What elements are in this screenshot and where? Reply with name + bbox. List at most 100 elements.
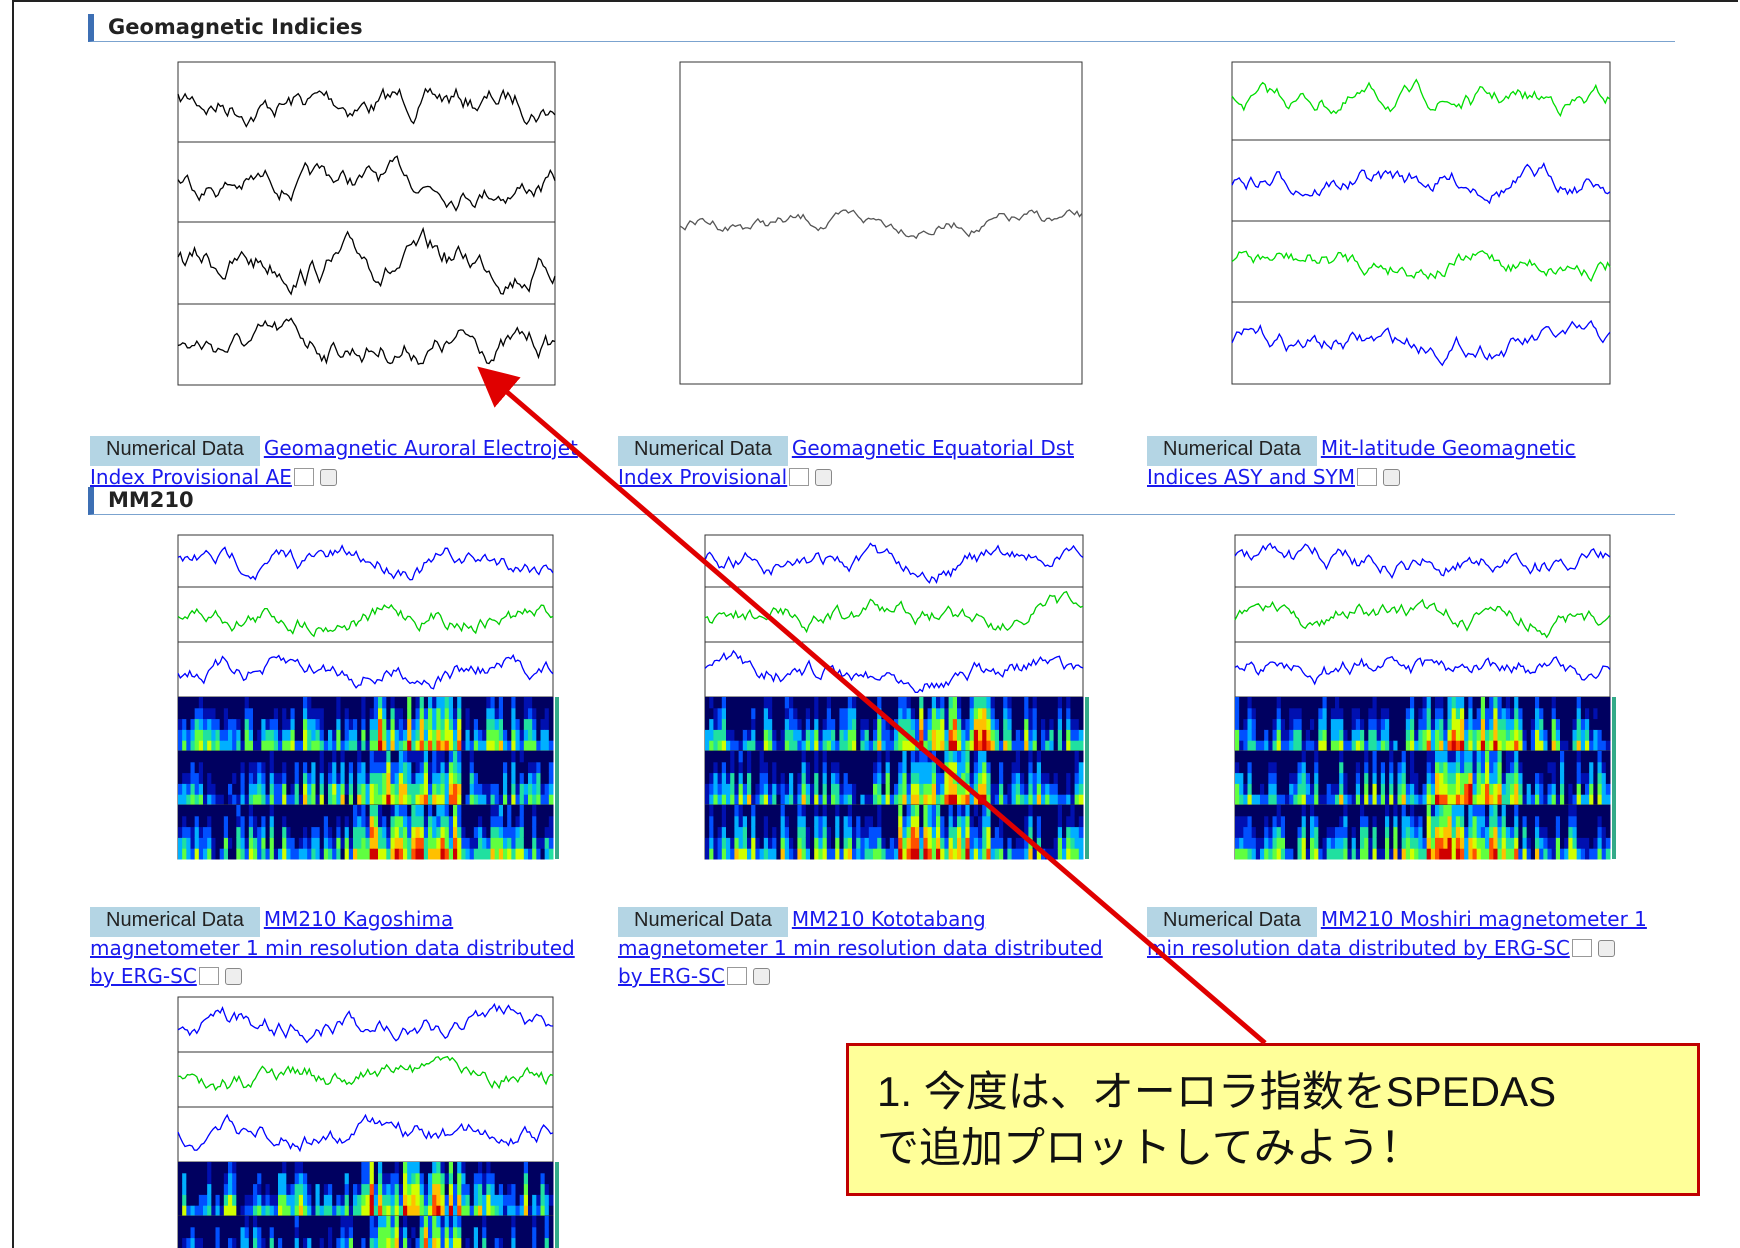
spectrogram-cell: [801, 697, 807, 709]
spectrogram-cell: [747, 848, 752, 860]
spectrogram-cell: [219, 805, 225, 817]
spectrogram-cell: [394, 697, 400, 709]
spectrogram-cell: [1535, 805, 1540, 817]
spectrogram-cell: [1003, 805, 1008, 817]
spectrogram-cell: [498, 707, 504, 720]
spectrogram-cell: [369, 805, 375, 817]
spectrogram-cell: [1501, 826, 1507, 838]
spectrogram-cell: [1505, 837, 1511, 849]
spectrogram-cell: [532, 1194, 537, 1206]
spectrogram-cell: [843, 761, 849, 774]
spectrogram-cell: [1239, 761, 1244, 774]
spectrogram-cell: [894, 826, 899, 838]
spectrogram-cell: [1530, 772, 1536, 784]
spectrogram-cell: [415, 1172, 421, 1185]
spectrogram-cell: [1480, 837, 1486, 849]
spectrogram-cell: [1289, 729, 1294, 741]
spectrogram-cell: [763, 837, 769, 849]
spectrogram-cell: [1464, 740, 1469, 752]
spectrogram-cell: [528, 848, 533, 860]
spectrogram-cell: [319, 772, 325, 784]
spectrogram-cell: [1393, 707, 1398, 720]
spectrogram-cell: [1539, 697, 1544, 709]
spectrogram-cell: [931, 707, 937, 720]
spectrogram-cell: [1439, 761, 1444, 774]
spectrogram-cell: [311, 805, 316, 817]
spectrogram-cell: [378, 1226, 383, 1239]
spectrogram-cell: [1605, 772, 1611, 784]
spectrogram-cell: [847, 805, 853, 817]
spectrogram-cell: [910, 794, 916, 806]
spectrogram-cell: [1036, 848, 1042, 860]
spectrogram-cell: [1235, 718, 1240, 730]
spectrogram-cell: [511, 1194, 516, 1206]
spectrogram-cell: [1389, 697, 1394, 709]
spectrogram-cell: [190, 815, 196, 828]
spectrogram-cell: [990, 697, 996, 709]
spectrogram-cell: [1585, 718, 1590, 730]
spectrogram-cell: [211, 1172, 216, 1185]
spectrogram-cell: [801, 740, 807, 752]
spectrogram-cell: [482, 1237, 487, 1248]
spectrogram-cell: [482, 707, 487, 720]
spectrogram-cell: [323, 783, 329, 795]
spectrogram-cell: [228, 1194, 233, 1206]
spectrogram-cell: [498, 772, 504, 784]
spectrogram-cell: [789, 815, 794, 828]
spectrogram-cell: [1505, 718, 1511, 730]
spectrogram-cell: [814, 826, 819, 838]
spectrogram-cell: [1007, 718, 1013, 730]
spectrogram-cell: [269, 707, 275, 720]
spectrogram-cell: [532, 729, 537, 741]
spectrogram-cell: [738, 697, 744, 709]
spectrogram-cell: [1560, 697, 1565, 709]
spectrogram-cell: [307, 794, 312, 806]
spectrogram-cell: [232, 718, 237, 730]
spectrogram-cell: [494, 826, 500, 838]
spectrogram-cell: [982, 772, 987, 784]
spectrogram-cell: [315, 848, 321, 860]
spectrogram-cell: [952, 815, 958, 828]
spectrogram-cell: [1468, 761, 1473, 774]
spectrogram-cell: [419, 848, 425, 860]
spectrogram-cell: [353, 1194, 358, 1206]
spectrogram-cell: [1414, 848, 1419, 860]
spectrogram-cell: [473, 1183, 479, 1195]
spectrogram-cell: [1301, 826, 1307, 838]
spectrogram-cell: [290, 751, 296, 763]
spectrogram-cell: [419, 837, 425, 849]
spectrogram-cell: [369, 1226, 375, 1239]
spectrogram-cell: [248, 1172, 254, 1185]
spectrogram-cell: [1045, 772, 1050, 784]
spectrogram-cell: [814, 718, 819, 730]
spectrogram-cell: [432, 815, 437, 828]
spectrogram-cell: [494, 1183, 500, 1195]
spectrogram-cell: [548, 707, 554, 720]
spectrogram-cell: [814, 783, 819, 795]
spectrogram-cell: [1335, 772, 1340, 784]
spectrogram-cell: [705, 707, 710, 720]
spectrogram-cell: [1418, 815, 1423, 828]
spectrogram-cell: [507, 1226, 512, 1239]
spectrogram-cell: [398, 1194, 404, 1206]
spectrogram-cell: [721, 837, 727, 849]
spectrogram-cell: [357, 848, 362, 860]
spectrogram-cell: [190, 751, 196, 763]
spectrogram-cell: [253, 1172, 258, 1185]
spectrogram-cell: [178, 1216, 183, 1228]
spectrogram-cell: [1485, 718, 1490, 730]
spectrogram-cell: [1276, 848, 1282, 860]
colorbar: [555, 1162, 559, 1216]
spectrogram-cell: [311, 1183, 316, 1195]
spectrogram-cell: [282, 772, 287, 784]
spectrogram-cell: [1053, 772, 1059, 784]
spectrogram-cell: [999, 729, 1004, 741]
spectrogram-cell: [1243, 697, 1248, 709]
spectrogram-cell: [1410, 697, 1415, 709]
spectrogram-cell: [448, 1172, 454, 1185]
spectrogram-cell: [511, 707, 516, 720]
spectrogram-cell: [236, 848, 241, 860]
spectrogram-cell: [453, 707, 458, 720]
spectrogram-cell: [386, 805, 391, 817]
spectrogram-cell: [394, 1226, 400, 1239]
